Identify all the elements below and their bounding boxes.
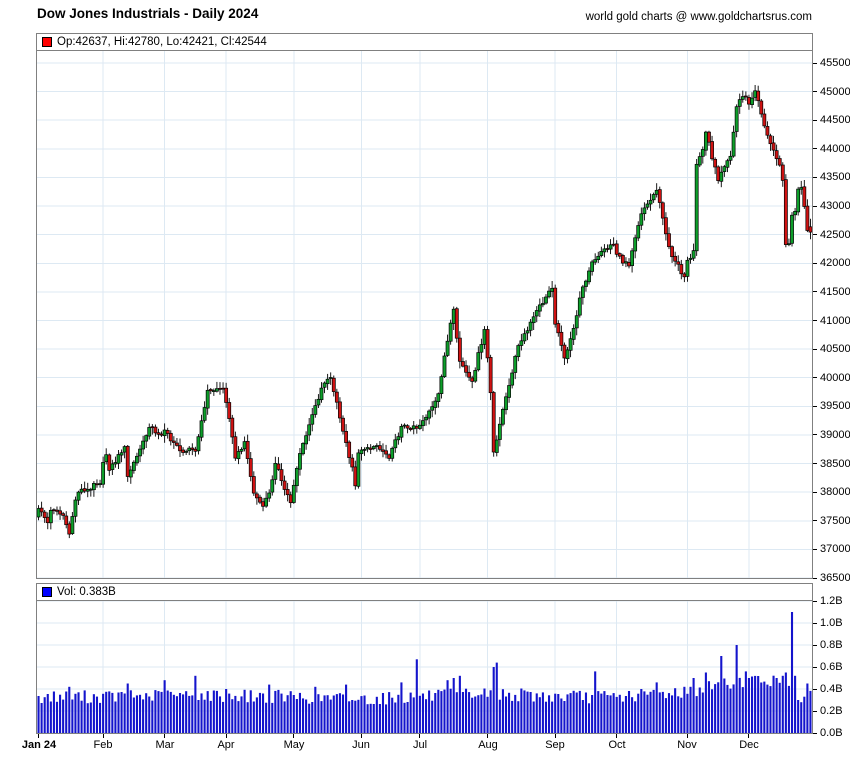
ohlc-legend: Op:42637, Hi:42780, Lo:42421, Cl:42544 — [37, 34, 812, 51]
volume-axis-label: 0.8B — [820, 639, 843, 651]
price-axis-label: 39000 — [820, 429, 850, 441]
price-axis-tick-mark — [813, 120, 817, 121]
volume-axis-label: 0.2B — [820, 705, 843, 717]
candlestick-chart — [37, 51, 812, 578]
price-axis-label: 37500 — [820, 515, 850, 527]
time-axis-tick-mark — [419, 734, 420, 738]
price-axis-tick-mark — [813, 377, 817, 378]
time-axis-label: Dec — [739, 739, 759, 751]
time-axis-label: Aug — [478, 739, 498, 751]
price-axis-label: 41500 — [820, 286, 850, 298]
price-axis-label: 41000 — [820, 315, 850, 327]
time-axis-label: Jan 24 — [21, 739, 57, 751]
price-axis-tick-mark — [813, 434, 817, 435]
price-axis-label: 44500 — [820, 114, 850, 126]
volume-pane: Vol: 0.383B — [36, 583, 813, 734]
price-axis-tick-mark — [813, 148, 817, 149]
price-axis-label: 40500 — [820, 343, 850, 355]
ohlc-legend-text: Op:42637, Hi:42780, Lo:42421, Cl:42544 — [57, 36, 267, 48]
credit-text: world gold charts @ www.goldchartsrus.co… — [585, 11, 812, 23]
price-axis-label: 36500 — [820, 572, 850, 584]
time-axis-label: Sep — [545, 739, 565, 751]
ohlc-legend-swatch-icon — [42, 37, 52, 47]
volume-axis-tick-mark — [813, 667, 817, 668]
price-axis-tick-mark — [813, 520, 817, 521]
volume-axis-label: 0.6B — [820, 661, 843, 673]
time-axis-tick-mark — [748, 734, 749, 738]
time-axis-label: Nov — [677, 739, 697, 751]
time-axis-label: Feb — [93, 739, 113, 751]
price-axis-tick-mark — [813, 63, 817, 64]
price-axis-label: 42500 — [820, 229, 850, 241]
price-axis-tick-mark — [813, 406, 817, 407]
time-axis-label: May — [283, 739, 305, 751]
volume-axis-tick-mark — [813, 689, 817, 690]
price-axis-tick-mark — [813, 578, 817, 579]
price-axis-label: 39500 — [820, 400, 850, 412]
price-axis-tick-mark — [813, 263, 817, 264]
price-axis-label: 40000 — [820, 372, 850, 384]
volume-axis-label: 0.4B — [820, 683, 843, 695]
time-axis-tick-mark — [555, 734, 556, 738]
price-axis-tick-mark — [813, 463, 817, 464]
price-axis-tick-mark — [813, 349, 817, 350]
volume-axis-tick-mark — [813, 733, 817, 734]
time-axis-label: Jul — [412, 739, 428, 751]
time-axis-tick-mark — [616, 734, 617, 738]
volume-legend: Vol: 0.383B — [37, 584, 812, 601]
price-axis-tick-mark — [813, 320, 817, 321]
time-axis-tick-mark — [487, 734, 488, 738]
price-axis-label: 45500 — [820, 57, 850, 69]
price-axis-tick-mark — [813, 291, 817, 292]
time-axis-tick-mark — [687, 734, 688, 738]
price-axis-tick-mark — [813, 206, 817, 207]
volume-axis-tick-mark — [813, 711, 817, 712]
price-axis-tick-mark — [813, 234, 817, 235]
price-axis-tick-mark — [813, 492, 817, 493]
price-axis-tick-mark — [813, 91, 817, 92]
price-axis-tick-mark — [813, 177, 817, 178]
time-axis-tick-mark — [38, 734, 39, 738]
volume-axis-tick-mark — [813, 623, 817, 624]
price-axis-label: 38000 — [820, 486, 850, 498]
volume-legend-text: Vol: 0.383B — [57, 586, 116, 598]
price-pane: Op:42637, Hi:42780, Lo:42421, Cl:42544 — [36, 33, 813, 579]
volume-axis-tick-mark — [813, 645, 817, 646]
page-title: Dow Jones Industrials - Daily 2024 — [37, 6, 259, 21]
price-axis-label: 37000 — [820, 543, 850, 555]
volume-axis-label: 0.0B — [820, 727, 843, 739]
volume-axis-tick-mark — [813, 601, 817, 602]
time-axis-label: Apr — [217, 739, 235, 751]
volume-chart — [37, 601, 812, 733]
time-axis-tick-mark — [361, 734, 362, 738]
time-axis-tick-mark — [226, 734, 227, 738]
price-axis-label: 43500 — [820, 171, 850, 183]
time-axis-label: Oct — [608, 739, 626, 751]
time-axis-tick-mark — [103, 734, 104, 738]
price-axis-tick-mark — [813, 549, 817, 550]
price-axis-label: 38500 — [820, 458, 850, 470]
time-axis-tick-mark — [164, 734, 165, 738]
volume-axis-label: 1.2B — [820, 595, 843, 607]
time-axis-tick-mark — [293, 734, 294, 738]
price-axis-label: 43000 — [820, 200, 850, 212]
price-axis-label: 42000 — [820, 257, 850, 269]
price-axis-label: 45000 — [820, 86, 850, 98]
volume-legend-swatch-icon — [42, 587, 52, 597]
time-axis-label: Jun — [352, 739, 370, 751]
time-axis-label: Mar — [155, 739, 175, 751]
volume-axis-label: 1.0B — [820, 617, 843, 629]
price-axis-label: 44000 — [820, 143, 850, 155]
